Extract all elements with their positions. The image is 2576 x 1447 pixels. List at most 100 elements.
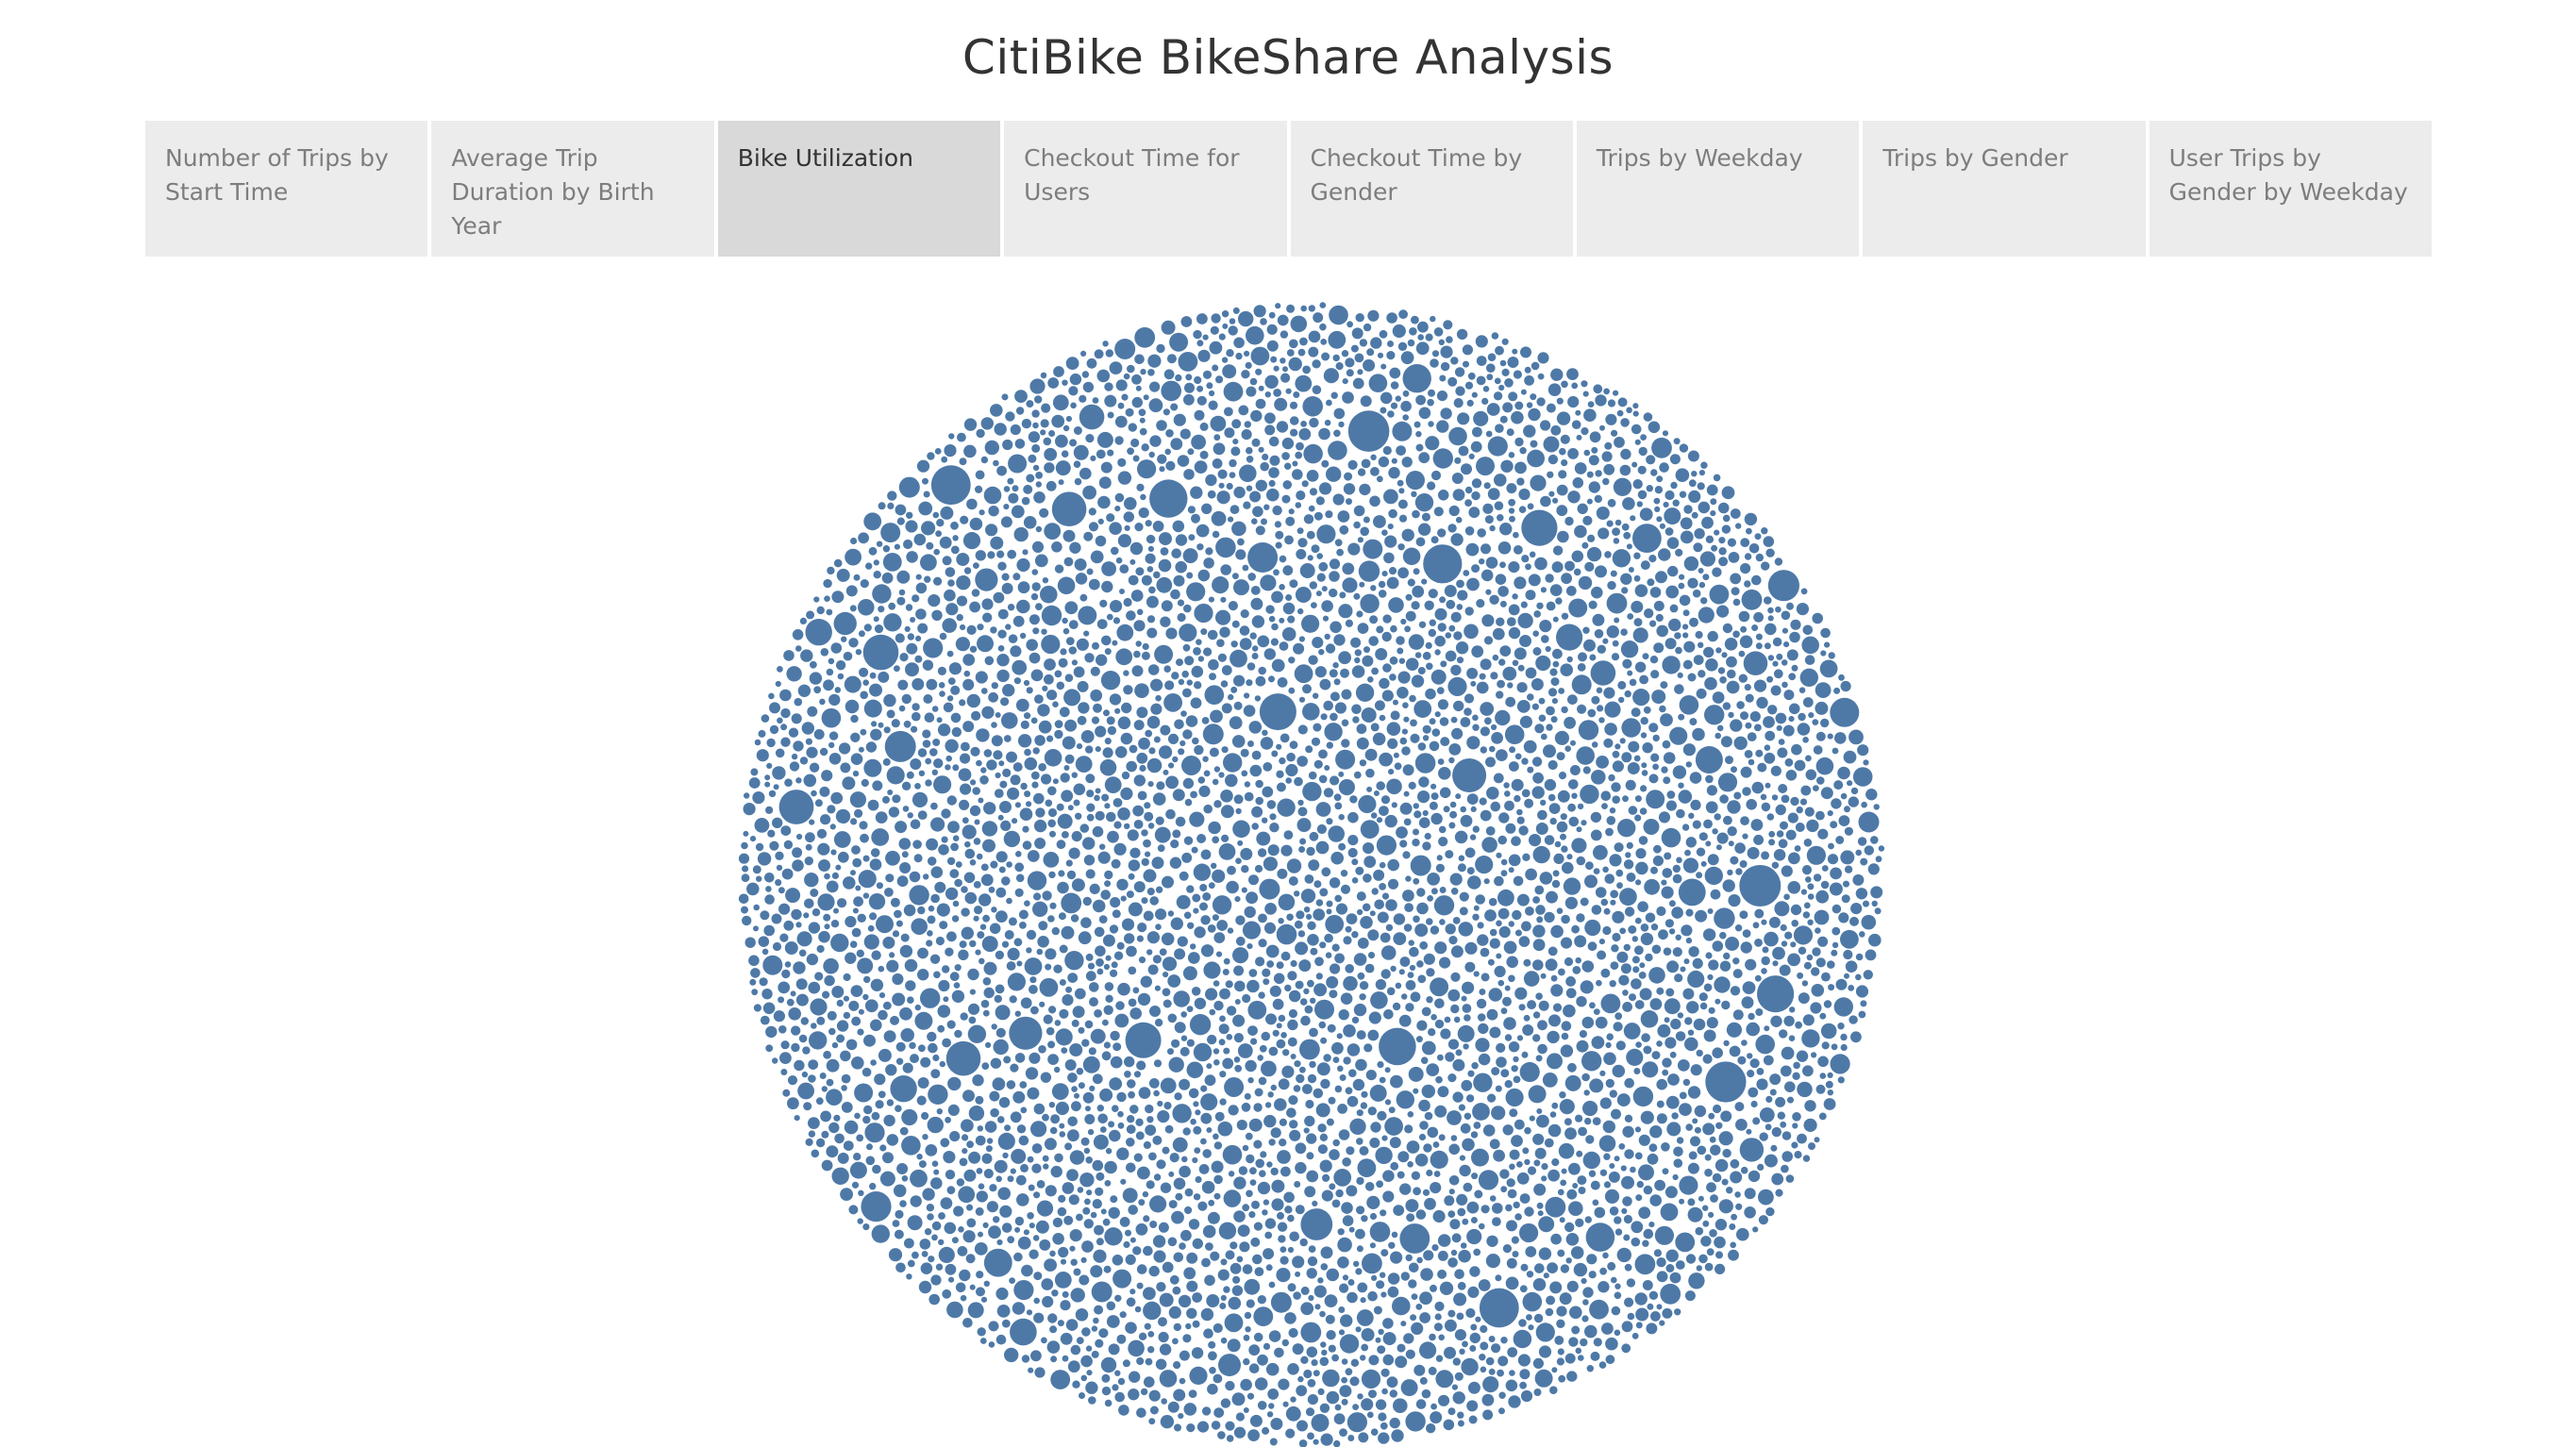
bike-bubble-2538[interactable]: [995, 1027, 1006, 1038]
bike-bubble-794[interactable]: [1254, 1088, 1263, 1097]
bike-bubble-4803[interactable]: [1211, 862, 1217, 869]
bike-bubble-1376[interactable]: [1021, 418, 1032, 429]
bike-bubble-4359[interactable]: [1350, 1358, 1360, 1368]
bike-bubble-4534[interactable]: [1705, 774, 1714, 784]
bike-bubble-4782[interactable]: [1016, 960, 1023, 967]
bike-bubble-52[interactable]: [1528, 1085, 1547, 1104]
bike-bubble-384[interactable]: [1146, 757, 1163, 773]
bike-bubble-1795[interactable]: [1347, 542, 1361, 556]
bike-bubble-4240[interactable]: [1643, 1045, 1652, 1055]
bike-bubble-4461[interactable]: [1060, 1258, 1067, 1265]
bike-bubble-3535[interactable]: [974, 819, 980, 825]
bike-bubble-3971[interactable]: [1245, 1132, 1253, 1140]
bike-bubble-3949[interactable]: [1321, 586, 1328, 592]
bike-bubble-1070[interactable]: [1203, 557, 1214, 569]
bike-bubble-3377[interactable]: [1496, 852, 1502, 858]
bike-bubble-4473[interactable]: [1330, 391, 1338, 399]
bike-bubble-4954[interactable]: [1438, 339, 1445, 345]
bike-bubble-3195[interactable]: [1633, 618, 1643, 627]
bike-bubble-3775[interactable]: [1499, 600, 1507, 607]
bike-bubble-2280[interactable]: [1507, 1347, 1518, 1357]
bike-bubble-4394[interactable]: [1381, 571, 1388, 577]
bike-bubble-349[interactable]: [938, 1246, 955, 1263]
bike-bubble-4597[interactable]: [1612, 527, 1620, 536]
bike-bubble-3304[interactable]: [1682, 624, 1689, 630]
bike-bubble-3412[interactable]: [1135, 1131, 1145, 1140]
bike-bubble-4295[interactable]: [1636, 501, 1643, 507]
bike-bubble-2590[interactable]: [1210, 325, 1219, 335]
bike-bubble-388[interactable]: [1263, 857, 1278, 872]
bike-bubble-1594[interactable]: [1747, 732, 1757, 741]
bike-bubble-652[interactable]: [1635, 848, 1647, 859]
bike-bubble-3266[interactable]: [1246, 1392, 1255, 1400]
bike-bubble-3818[interactable]: [951, 915, 960, 923]
bike-bubble-3542[interactable]: [1536, 916, 1544, 923]
bike-bubble-3152[interactable]: [1331, 1354, 1339, 1362]
bike-bubble-1736[interactable]: [1556, 1306, 1567, 1317]
bike-bubble-4641[interactable]: [1138, 1332, 1147, 1341]
bike-bubble-4139[interactable]: [1747, 1070, 1755, 1078]
bike-bubble-109[interactable]: [1193, 863, 1212, 881]
bike-bubble-2124[interactable]: [1482, 1124, 1496, 1137]
bike-bubble-1400[interactable]: [1707, 630, 1718, 642]
bike-bubble-2962[interactable]: [901, 781, 912, 790]
bike-bubble-2012[interactable]: [1296, 1420, 1308, 1432]
bike-bubble-299[interactable]: [871, 1224, 890, 1243]
bike-bubble-1846[interactable]: [1628, 740, 1640, 753]
bike-bubble-3956[interactable]: [1587, 534, 1596, 542]
bike-bubble-13[interactable]: [1695, 746, 1723, 773]
bike-bubble-1032[interactable]: [1654, 1179, 1665, 1191]
bike-bubble-4789[interactable]: [1606, 520, 1614, 527]
bike-bubble-1536[interactable]: [1567, 694, 1578, 705]
bike-bubble-4504[interactable]: [1450, 888, 1459, 895]
bike-bubble-1302[interactable]: [788, 727, 799, 738]
bike-bubble-2312[interactable]: [797, 684, 811, 697]
bike-bubble-1133[interactable]: [780, 1040, 790, 1050]
bike-bubble-2104[interactable]: [826, 1058, 840, 1073]
bike-bubble-4565[interactable]: [982, 1222, 989, 1228]
bike-bubble-3566[interactable]: [1470, 1323, 1478, 1331]
bike-bubble-4185[interactable]: [1208, 1340, 1216, 1349]
bike-bubble-2344[interactable]: [1250, 586, 1261, 595]
bike-bubble-1317[interactable]: [840, 762, 851, 773]
bike-bubble-2906[interactable]: [1071, 1101, 1081, 1112]
bike-bubble-1078[interactable]: [1084, 653, 1095, 663]
bike-bubble-4951[interactable]: [1719, 931, 1727, 940]
bike-bubble-1894[interactable]: [1681, 924, 1693, 937]
bike-bubble-578[interactable]: [1500, 459, 1514, 473]
bike-bubble-3311[interactable]: [1452, 917, 1461, 924]
bike-bubble-737[interactable]: [1034, 694, 1044, 704]
bike-bubble-4329[interactable]: [1793, 1061, 1800, 1070]
bike-bubble-4881[interactable]: [1623, 943, 1631, 952]
bike-bubble-1242[interactable]: [1095, 535, 1107, 547]
bike-bubble-2208[interactable]: [982, 612, 993, 623]
bike-bubble-858[interactable]: [1624, 1077, 1634, 1089]
bike-bubble-3506[interactable]: [1007, 1236, 1015, 1244]
bike-bubble-2135[interactable]: [1119, 564, 1129, 574]
bike-bubble-2240[interactable]: [815, 1138, 826, 1148]
bike-bubble-200[interactable]: [1290, 315, 1308, 333]
bike-bubble-972[interactable]: [1353, 1003, 1367, 1017]
bike-bubble-3716[interactable]: [1540, 733, 1547, 740]
bike-bubble-2997[interactable]: [1460, 806, 1466, 813]
bike-bubble-4236[interactable]: [1535, 992, 1543, 1000]
bike-bubble-196[interactable]: [857, 957, 874, 974]
bike-bubble-3667[interactable]: [786, 998, 795, 1006]
bike-bubble-1773[interactable]: [1260, 737, 1274, 750]
bike-bubble-2117[interactable]: [1382, 1190, 1395, 1203]
bike-bubble-2198[interactable]: [1609, 1206, 1619, 1216]
bike-bubble-277[interactable]: [1793, 925, 1814, 945]
bike-bubble-1038[interactable]: [805, 832, 815, 843]
bike-bubble-1051[interactable]: [919, 1239, 931, 1250]
bike-bubble-3518[interactable]: [1250, 1038, 1258, 1045]
bike-bubble-3958[interactable]: [997, 814, 1004, 821]
bike-bubble-729[interactable]: [1074, 988, 1086, 1000]
bike-bubble-2433[interactable]: [1382, 614, 1392, 624]
bike-bubble-4717[interactable]: [1456, 604, 1464, 610]
bike-bubble-3692[interactable]: [1714, 529, 1720, 536]
bike-bubble-798[interactable]: [1519, 1369, 1531, 1380]
bike-bubble-659[interactable]: [1018, 909, 1029, 920]
bike-bubble-1612[interactable]: [1158, 1331, 1169, 1343]
bike-bubble-4121[interactable]: [795, 922, 802, 928]
bike-bubble-3483[interactable]: [1184, 1206, 1193, 1215]
